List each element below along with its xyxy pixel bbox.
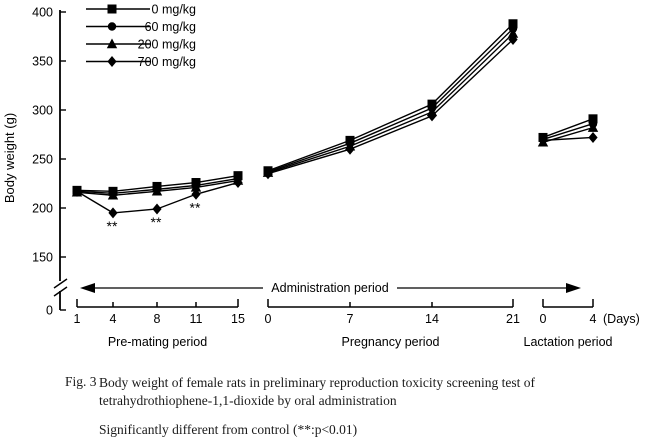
legend-label: 200 mg/kg: [138, 38, 196, 52]
square-marker: [508, 19, 518, 29]
series-lines: [76, 23, 594, 214]
x-tick-label: 15: [231, 312, 245, 326]
y-tick-label: 400: [32, 6, 53, 20]
right-arrowhead-icon: [566, 283, 581, 293]
x-tick-label: 1: [74, 312, 81, 326]
square-marker: [233, 171, 243, 181]
square-marker: [345, 135, 355, 145]
diamond-marker: [107, 56, 117, 67]
caption-line-2: tetrahydrothiophene-1,1-dioxide by oral …: [99, 393, 397, 408]
square-marker: [107, 4, 117, 14]
figure-caption-text: Body weight of female rats in preliminar…: [99, 374, 535, 410]
legend: 0 mg/kg 60 mg/kg 200 mg/kg 700 mg/kg: [86, 3, 196, 69]
left-arrowhead-icon: [80, 283, 95, 293]
y-axis: [53, 10, 68, 311]
period-label: Lactation period: [524, 335, 613, 349]
diamond-marker: [588, 131, 598, 143]
figure-number: Fig. 3: [65, 374, 97, 389]
square-marker: [72, 185, 82, 195]
series-line-60-mg-kg: [542, 123, 594, 141]
triangle-marker: [106, 38, 118, 49]
x-tick-label: 11: [190, 312, 203, 326]
y-axis-title: Body weight (g): [2, 113, 17, 203]
x-tick-label: 8: [154, 312, 161, 326]
period-label: Pregnancy period: [342, 335, 440, 349]
figure-caption: Fig. 3 Body weight of female rats in pre…: [65, 374, 625, 410]
y-tick-label: 300: [32, 104, 53, 118]
square-marker: [538, 132, 548, 142]
diamond-marker: [152, 203, 162, 215]
legend-item-3: 700 mg/kg: [86, 55, 196, 69]
square-marker: [108, 186, 118, 196]
x-tick-label: 7: [347, 312, 354, 326]
x-tick-label: 4: [110, 312, 117, 326]
series-markers-0-mg-kg: [72, 19, 598, 196]
caption-line-1: Body weight of female rats in preliminar…: [99, 375, 536, 390]
x-tick-label: 21: [506, 312, 520, 326]
square-marker: [263, 166, 273, 176]
y-tick-label: 350: [32, 55, 53, 69]
triangle-marker: [507, 28, 519, 38]
legend-label: 0 mg/kg: [152, 3, 197, 17]
series-markers-200-mg-kg: [71, 28, 599, 200]
significance-asterisks: **: [190, 199, 201, 215]
legend-label: 700 mg/kg: [138, 55, 196, 69]
x-axis-segment-1: [267, 299, 514, 308]
legend-item-2: 200 mg/kg: [86, 38, 196, 52]
x-tick-label: 0: [540, 312, 547, 326]
series-line-0-mg-kg: [267, 23, 514, 172]
series-line-60-mg-kg: [267, 28, 514, 173]
square-marker: [588, 114, 598, 124]
x-tick-label: 14: [425, 312, 439, 326]
x-axis-segment-2: [542, 299, 594, 308]
period-label: Pre-mating period: [108, 335, 207, 349]
administration-period-label: Administration period: [271, 281, 388, 295]
x-unit-label: (Days): [603, 312, 640, 326]
significance-asterisks: **: [107, 218, 118, 234]
series-line-0-mg-kg: [542, 118, 594, 139]
series-line-200-mg-kg: [267, 33, 514, 174]
y-tick-label: 250: [32, 153, 53, 167]
series-line-700-mg-kg: [542, 136, 594, 142]
x-axis-segment-0: [76, 299, 239, 308]
x-tick-label: 0: [265, 312, 272, 326]
x-tick-label: 4: [590, 312, 597, 326]
significance-asterisks: **: [151, 214, 162, 230]
legend-label: 60 mg/kg: [145, 20, 196, 34]
axis-break-icon: [53, 286, 68, 297]
square-marker: [191, 178, 201, 188]
axis-break-icon: [53, 278, 68, 289]
legend-item-0: 0 mg/kg: [86, 3, 196, 17]
administration-period-arrow: [80, 283, 581, 293]
legend-item-1: 60 mg/kg: [86, 20, 196, 34]
diamond-marker: [108, 207, 118, 219]
significance-note: Significantly different from control (**…: [99, 422, 358, 437]
y-tick-label: 200: [32, 202, 53, 216]
square-marker: [152, 181, 162, 191]
circle-marker: [107, 22, 117, 31]
square-marker: [427, 99, 437, 109]
series-line-700-mg-kg: [267, 38, 514, 175]
y-origin-label: 0: [46, 304, 53, 318]
y-tick-label: 150: [32, 251, 53, 265]
